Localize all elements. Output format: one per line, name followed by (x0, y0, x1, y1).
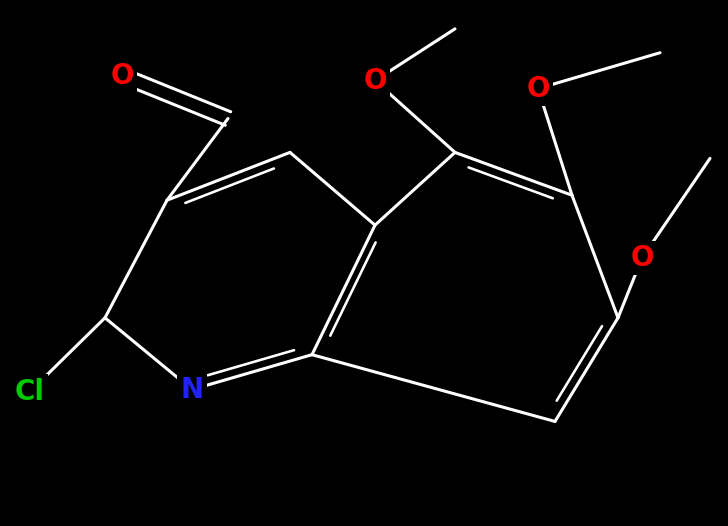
Text: O: O (630, 244, 654, 272)
Text: O: O (363, 67, 387, 95)
Text: N: N (181, 376, 204, 403)
Text: Cl: Cl (15, 378, 45, 406)
Text: O: O (110, 62, 134, 89)
Text: O: O (526, 75, 550, 103)
